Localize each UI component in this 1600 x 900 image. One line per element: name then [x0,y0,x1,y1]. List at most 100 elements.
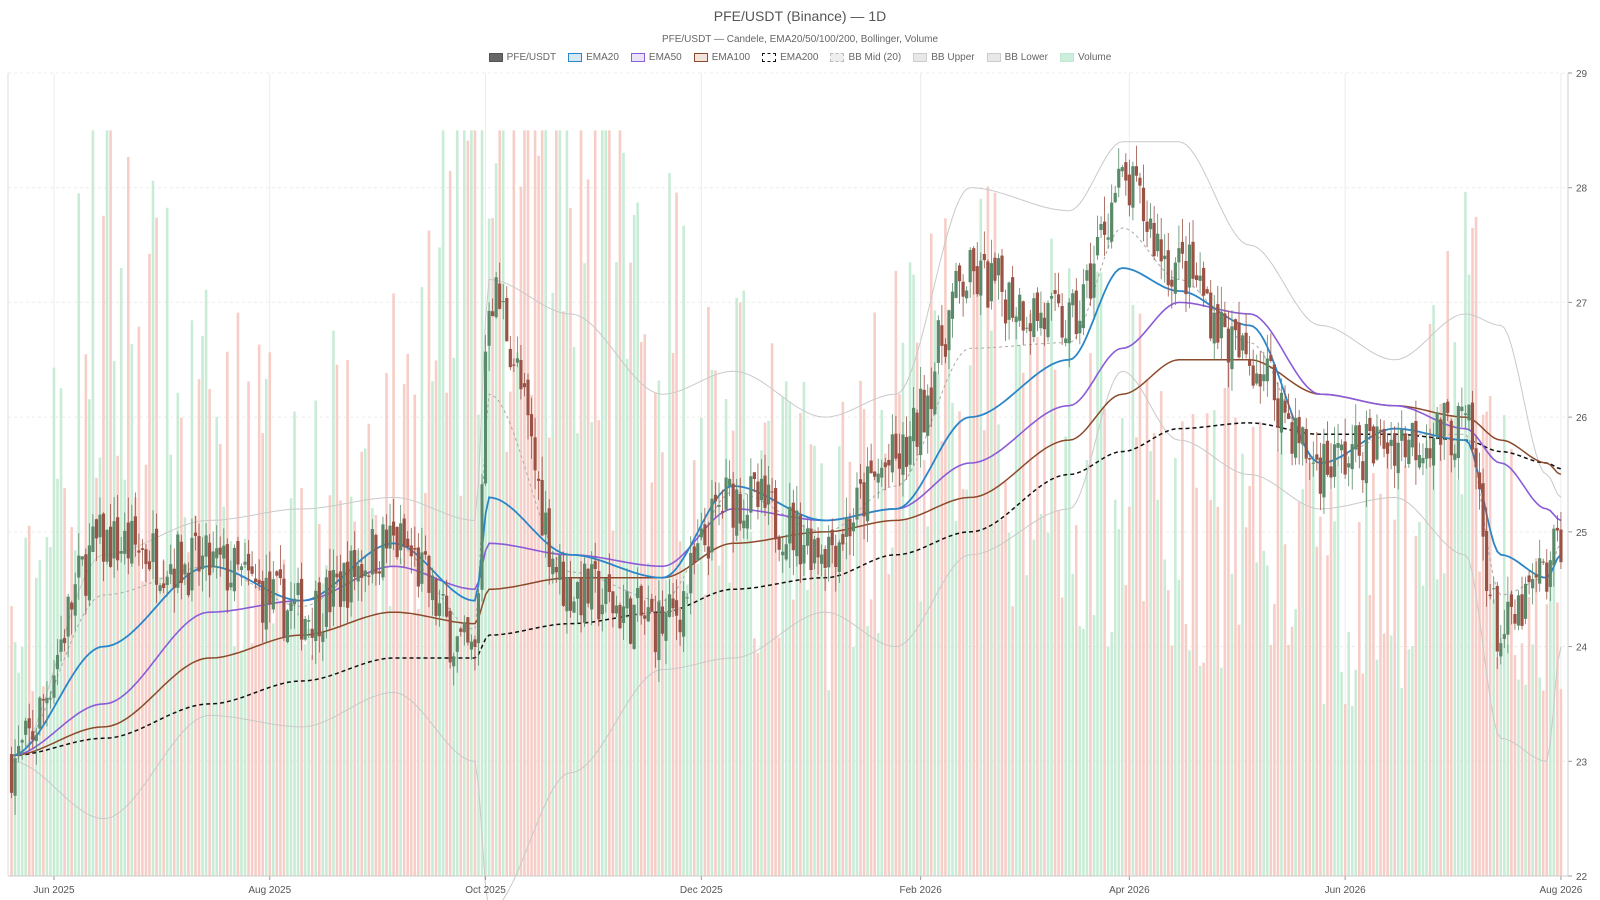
volume-bar [1418,521,1421,876]
candle-body [1226,328,1231,363]
candle-body [565,577,569,612]
legend-item-bbmid[interactable]: BB Mid (20) [830,52,901,63]
candle-body [621,606,626,623]
volume-bar [162,561,165,876]
volume-bar [1085,459,1089,876]
volume-bar [1545,604,1549,876]
candle-body [27,718,31,729]
candle-body [788,506,792,544]
volume-bar [1304,451,1308,876]
candle-body [1541,561,1545,563]
volume-bar [158,577,162,876]
legend-item-volume[interactable]: Volume [1059,52,1111,63]
legend-item-candles[interactable]: PFE/USDT [488,52,556,63]
volume-bar [1294,609,1297,876]
volume-bar [1071,573,1075,876]
legend-label-bbup: BB Upper [931,52,975,63]
volume-bar [427,230,431,876]
candle-body [402,518,406,547]
volume-bar [784,381,788,876]
legend-item-ema100[interactable]: EMA100 [693,52,750,63]
candle-body [123,530,127,554]
volume-bar [1000,519,1004,876]
candle-body [24,720,28,735]
y-tick-label: 28 [1576,184,1588,195]
candle-body [1216,304,1220,343]
volume-bar [197,379,201,876]
candle-body [381,524,385,578]
candle-body [1046,302,1050,338]
volume-bar [80,558,84,876]
volume-bar [806,590,809,876]
volume-bar [1276,450,1280,876]
volume-bar [293,411,296,876]
candle-body [639,585,643,616]
volume-bar [763,422,767,876]
candle-body [795,510,799,557]
candle-body [140,548,145,550]
candle-body [848,518,852,537]
candle-body [1148,218,1153,230]
volume-bar [979,198,983,876]
volume-bar [774,513,777,876]
candle-body [876,473,880,483]
volume-bar [795,525,799,876]
volume-bar [530,395,533,876]
legend-swatch-volume [1059,53,1074,62]
x-tick-label: Apr 2026 [1109,885,1150,896]
candle-body [239,566,244,571]
volume-bar [855,519,859,876]
candle-body [678,619,682,633]
candle-body [643,615,647,619]
candle-body [717,504,721,507]
volume-bar [303,644,307,876]
volume-bar [579,130,583,876]
volume-bar [707,306,710,877]
legend-item-ema50[interactable]: EMA50 [630,52,682,63]
candle-body [183,564,187,575]
volume-bar [608,130,611,876]
candle-body [296,582,300,596]
candle-body [682,591,686,637]
legend-label-bbmid: BB Mid (20) [848,52,902,63]
volume-bar [1184,624,1188,876]
candle-body [278,569,282,579]
legend-item-bblow[interactable]: BB Lower [986,52,1048,63]
volume-bar [1029,313,1032,876]
legend-item-bbup[interactable]: BB Upper [913,52,975,63]
candle-body [975,266,979,295]
candle-body [841,534,845,545]
candle-body [254,578,258,583]
candle-body [384,529,389,549]
candle-body [586,568,590,604]
volume-bar [505,451,509,876]
volume-bar [180,417,183,876]
legend-item-ema200[interactable]: EMA200 [762,52,818,63]
candle-body [774,488,778,540]
volume-bar [1333,521,1336,876]
volume-bar [565,130,569,877]
candle-body [667,594,672,617]
candle-body [777,536,781,550]
candle-body [261,581,265,623]
candle-body [703,524,707,546]
candle-body [1244,332,1248,355]
legend-item-ema20[interactable]: EMA20 [568,52,619,63]
volume-bar [109,130,112,876]
volume-bar [1135,437,1138,876]
candle-body [70,602,74,610]
legend-label-ema50: EMA50 [648,52,682,63]
candle-body [660,606,665,634]
candle-body [979,260,983,296]
candle-body [222,545,226,559]
volume-bar [1096,271,1099,876]
volume-bar [873,312,876,876]
volume-bar [194,515,197,876]
volume-bar [1230,573,1234,876]
candle-body [1545,562,1549,592]
candle-body [190,537,194,591]
volume-bar [1549,578,1552,876]
volume-bar [714,370,717,876]
candle-body [1177,248,1181,263]
candle-body [572,601,576,613]
